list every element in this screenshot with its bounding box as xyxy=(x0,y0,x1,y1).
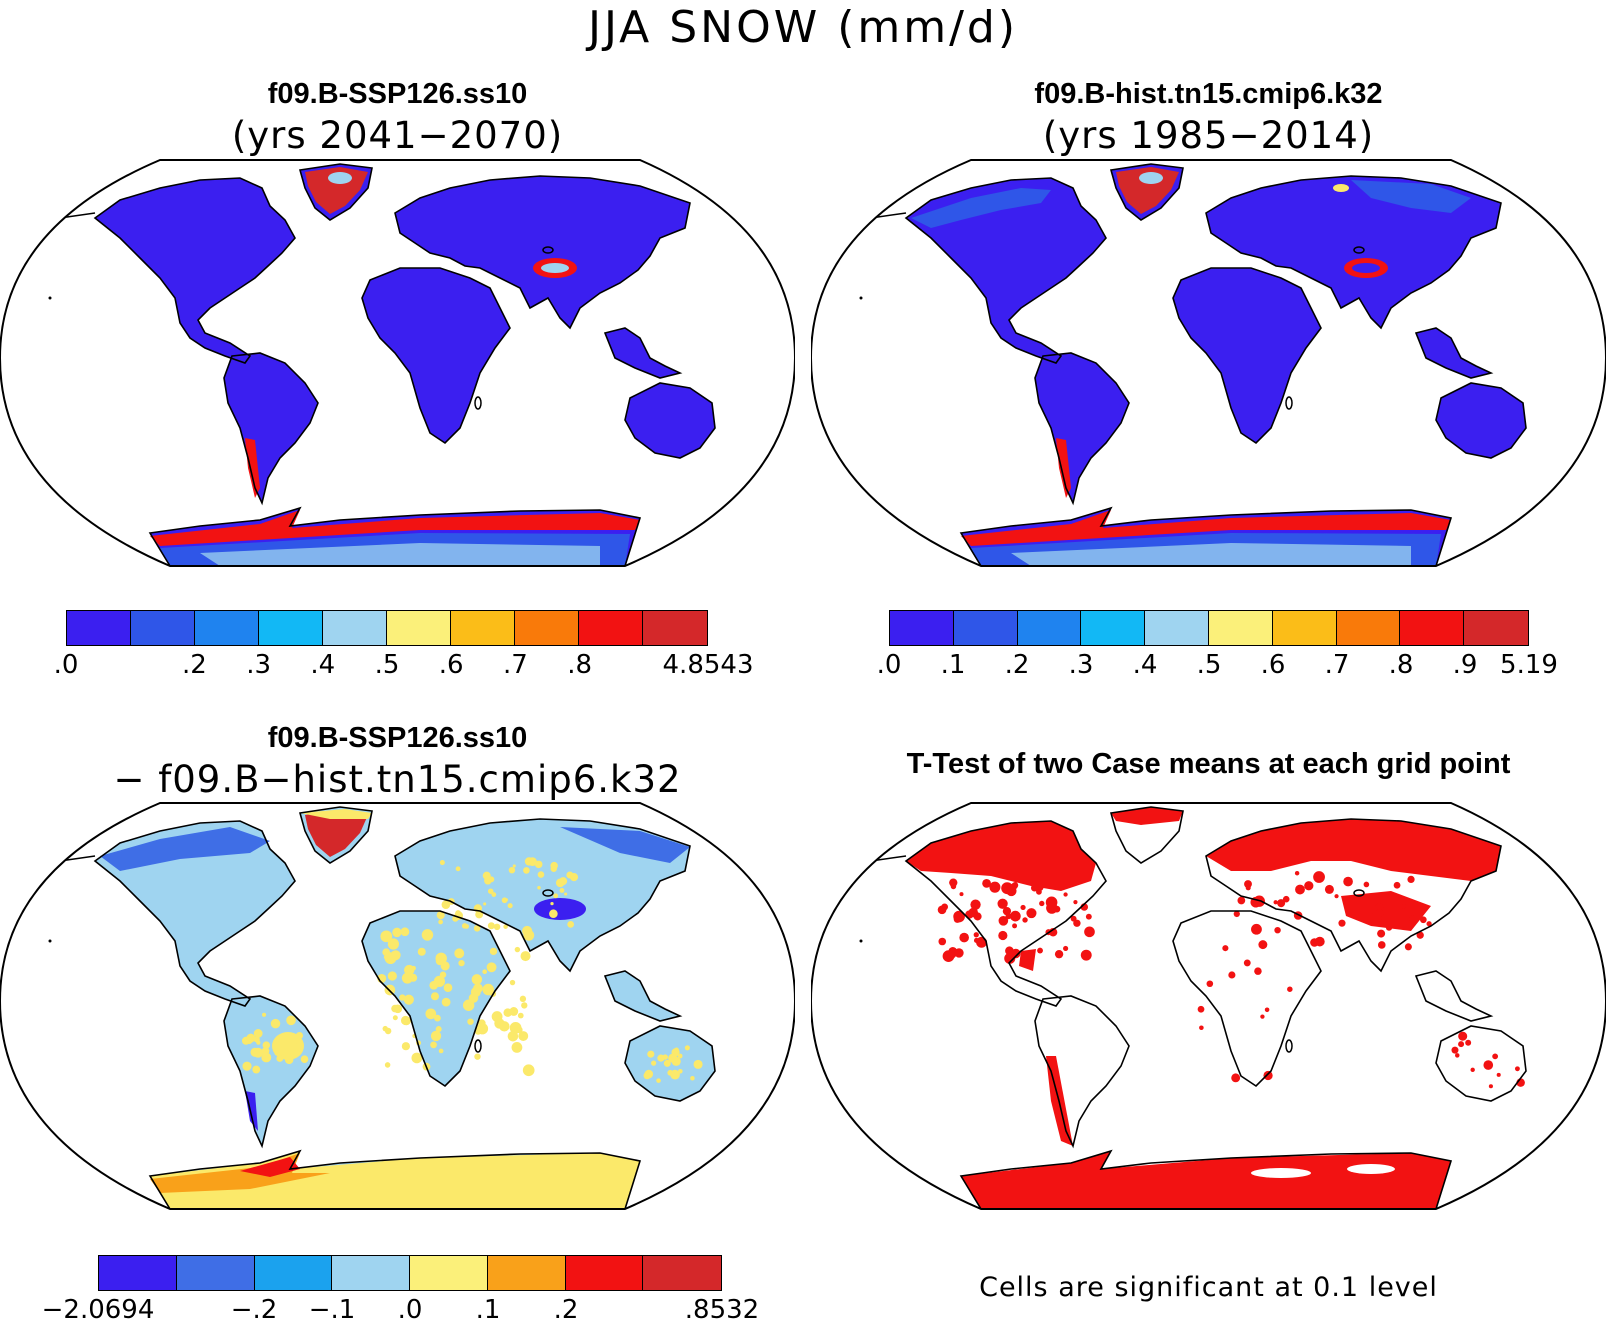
figure-title: JJA SNOW (mm/d) xyxy=(587,2,1019,53)
colorbar-tr-tick-0: .0 xyxy=(876,650,902,680)
map-border xyxy=(811,159,1606,567)
colorbar-tr-tick-10: 5.19 xyxy=(1500,650,1558,680)
colorbar-tl-tick-6: .6 xyxy=(438,650,464,680)
colorbar-bl-swatch-7 xyxy=(643,1256,721,1290)
map-panel-tl xyxy=(0,159,795,567)
land-seasia xyxy=(1416,328,1491,378)
colorbar-tl-tick-4: .4 xyxy=(310,650,336,680)
colorbar-bl-tick-0: −2.0694 xyxy=(41,1295,155,1325)
colorbar-tr-swatch-9 xyxy=(1464,611,1528,645)
colorbar-bl-swatch-0 xyxy=(99,1256,177,1290)
colorbar-tr-swatch-4 xyxy=(1145,611,1209,645)
panel-bl-title: f09.B-SSP126.ss10 xyxy=(267,722,528,754)
colorbar-tr-tick-1: .1 xyxy=(940,650,966,680)
colorbar-bl-swatch-2 xyxy=(254,1256,333,1290)
land-australia xyxy=(625,383,715,458)
map-border xyxy=(811,802,1606,1210)
land-africa xyxy=(1173,268,1321,443)
colorbar-tl-swatch-7 xyxy=(515,611,579,645)
land-namerica xyxy=(95,821,295,1006)
land-seasia xyxy=(1416,971,1491,1021)
land-namerica xyxy=(906,178,1106,363)
colorbar-tr-swatch-8 xyxy=(1400,611,1465,645)
land-africa xyxy=(362,268,510,443)
map-border xyxy=(0,802,795,1210)
land-seasia xyxy=(605,971,680,1021)
colorbar-tl xyxy=(66,610,708,646)
colorbar-tr-swatch-7 xyxy=(1336,611,1401,645)
colorbar-tl-swatch-3 xyxy=(259,611,323,645)
land-africa xyxy=(1173,911,1321,1086)
panel-br-title: T-Test of two Case means at each grid po… xyxy=(906,748,1511,780)
panel-bl-subtitle: − f09.B−hist.tn15.cmip6.k32 xyxy=(113,758,682,801)
colorbar-bl-tick-3: −.1 xyxy=(308,1295,356,1325)
panel-tl-title: f09.B-SSP126.ss10 xyxy=(267,78,528,110)
colorbar-bl xyxy=(98,1255,722,1291)
panel-tr-subtitle: (yrs 1985−2014) xyxy=(1042,114,1375,157)
colorbar-tl-tick-2: .2 xyxy=(181,650,207,680)
colorbar-bl-tick-8: .8532 xyxy=(684,1295,760,1325)
colorbar-tl-tick-7: .7 xyxy=(502,650,528,680)
land-namerica xyxy=(95,178,295,363)
colorbar-tr-tick-9: .9 xyxy=(1452,650,1478,680)
colorbar-tl-swatch-8 xyxy=(579,611,643,645)
colorbar-tr-tick-8: .8 xyxy=(1388,650,1414,680)
map-panel-br xyxy=(811,802,1606,1210)
colorbar-bl-swatch-6 xyxy=(565,1256,644,1290)
colorbar-tr-swatch-2 xyxy=(1017,611,1082,645)
colorbar-tl-swatch-2 xyxy=(195,611,259,645)
colorbar-tr xyxy=(889,610,1529,646)
colorbar-tr-swatch-1 xyxy=(953,611,1018,645)
colorbar-tl-swatch-5 xyxy=(387,611,451,645)
colorbar-tr-swatch-3 xyxy=(1081,611,1146,645)
land-seasia xyxy=(605,328,680,378)
colorbar-tr-tick-4: .4 xyxy=(1132,650,1158,680)
land-eurasia xyxy=(395,819,690,971)
map-panel-bl xyxy=(0,802,795,1210)
colorbar-bl-tick-2: −.2 xyxy=(230,1295,278,1325)
colorbar-tr-swatch-6 xyxy=(1272,611,1337,645)
colorbar-tl-swatch-1 xyxy=(131,611,195,645)
land-eurasia xyxy=(1206,176,1501,328)
colorbar-bl-swatch-5 xyxy=(487,1256,566,1290)
colorbar-bl-swatch-4 xyxy=(410,1256,488,1290)
colorbar-bl-swatch-1 xyxy=(176,1256,255,1290)
land-australia xyxy=(1436,383,1526,458)
colorbar-tl-tick-3: .3 xyxy=(246,650,271,680)
colorbar-tl-swatch-9 xyxy=(643,611,707,645)
colorbar-tr-tick-3: .3 xyxy=(1068,650,1094,680)
colorbar-tl-swatch-0 xyxy=(67,611,131,645)
colorbar-tl-tick-0: .0 xyxy=(53,650,79,680)
colorbar-tr-tick-2: .2 xyxy=(1004,650,1030,680)
significance-note: Cells are significant at 0.1 level xyxy=(979,1272,1438,1303)
colorbar-tl-swatch-4 xyxy=(323,611,387,645)
land-samerica xyxy=(1035,996,1129,1146)
colorbar-tl-tick-5: .5 xyxy=(374,650,400,680)
map-border xyxy=(0,159,795,567)
colorbar-tr-swatch-0 xyxy=(890,611,954,645)
colorbar-tl-tick-8: .8 xyxy=(567,650,592,680)
colorbar-bl-tick-6: .2 xyxy=(553,1295,579,1325)
colorbar-bl-tick-4: .0 xyxy=(397,1295,423,1325)
colorbar-tl-swatch-6 xyxy=(451,611,515,645)
colorbar-bl-tick-5: .1 xyxy=(475,1295,501,1325)
panel-tr-title: f09.B-hist.tn15.cmip6.k32 xyxy=(1034,78,1383,110)
land-eurasia xyxy=(395,176,690,328)
colorbar-tr-tick-7: .7 xyxy=(1324,650,1350,680)
colorbar-bl-swatch-3 xyxy=(332,1256,410,1290)
colorbar-tl-tick-10: 4.8543 xyxy=(662,650,754,680)
panel-tl-subtitle: (yrs 2041−2070) xyxy=(231,114,564,157)
colorbar-tr-tick-5: .5 xyxy=(1196,650,1222,680)
map-panel-tr xyxy=(811,159,1606,567)
land-samerica xyxy=(1035,353,1129,503)
colorbar-tr-tick-6: .6 xyxy=(1260,650,1286,680)
land-samerica xyxy=(224,353,318,503)
colorbar-tr-swatch-5 xyxy=(1208,611,1273,645)
